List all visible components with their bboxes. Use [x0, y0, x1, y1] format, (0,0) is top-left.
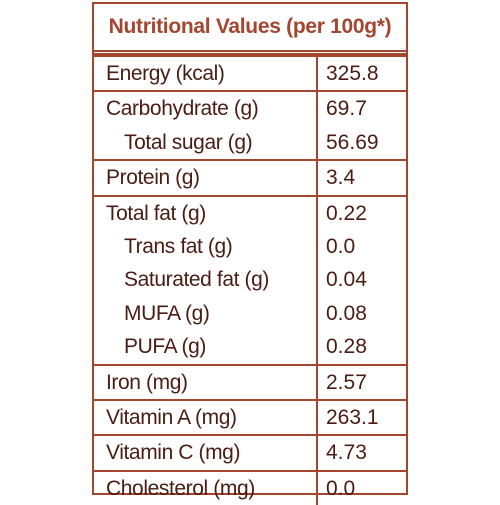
- row-group: Carbohydrate (g) 69.7 Total sugar (g) 56.69: [94, 90, 406, 160]
- table-row: PUFA (g) 0.28: [94, 330, 406, 364]
- nutrient-label: Energy (kcal): [94, 57, 318, 91]
- nutrient-label: Cholesterol (mg): [94, 471, 318, 505]
- nutrient-value: 263.1: [326, 405, 379, 429]
- row-group: Total fat (g) 0.22 Trans fat (g) 0.0 Saturat…: [94, 194, 406, 364]
- nutrient-label: Protein (g): [94, 161, 318, 195]
- row-group: Vitamin A (mg) 263.1: [94, 398, 406, 435]
- nutrient-value: 69.7: [326, 97, 367, 121]
- nutrient-label: Total fat (g): [94, 196, 318, 230]
- table-row: Carbohydrate (g) 69.7: [94, 92, 406, 126]
- nutrient-label: Vitamin C (mg): [94, 436, 318, 470]
- nutrient-label: Saturated fat (g): [94, 263, 318, 297]
- nutrient-value: 0.0: [326, 234, 356, 258]
- nutrient-label: Vitamin A (mg): [94, 400, 318, 435]
- table-row: Cholesterol (mg) 0.0: [94, 471, 406, 505]
- table-row: Saturated fat (g) 0.04: [94, 263, 406, 297]
- nutrient-value: 56.69: [326, 130, 379, 154]
- nutrient-value: 0.08: [326, 301, 367, 325]
- table-row: Vitamin C (mg) 4.73: [94, 436, 406, 470]
- row-group: Energy (kcal) 325.8: [94, 55, 406, 91]
- nutrient-value: 0.0: [326, 476, 356, 500]
- nutrition-table: Nutritional Values (per 100g*) Energy (k…: [92, 2, 408, 505]
- row-group: Iron (mg) 2.57: [94, 363, 406, 399]
- row-group: Cholesterol (mg) 0.0: [94, 469, 406, 505]
- nutrient-value: 3.4: [326, 166, 356, 190]
- table-row: Total sugar (g) 56.69: [94, 125, 406, 160]
- nutrient-label: Iron (mg): [94, 365, 318, 399]
- nutrient-value: 325.8: [326, 62, 379, 85]
- table-row: Total fat (g) 0.22: [94, 196, 406, 230]
- row-group: Protein (g) 3.4: [94, 159, 406, 195]
- table-row: Iron (mg) 2.57: [94, 365, 406, 399]
- table-row: Energy (kcal) 325.8: [94, 57, 406, 91]
- row-group: Vitamin C (mg) 4.73: [94, 434, 406, 470]
- table-title: Nutritional Values (per 100g*): [94, 4, 406, 55]
- nutrient-value: 0.04: [326, 268, 367, 292]
- table-row: Protein (g) 3.4: [94, 161, 406, 195]
- nutrient-label: Trans fat (g): [94, 229, 318, 264]
- nutrient-value: 4.73: [326, 441, 367, 465]
- table-row: Vitamin A (mg) 263.1: [94, 400, 406, 435]
- nutrient-label: PUFA (g): [94, 330, 318, 364]
- nutrient-value: 0.28: [326, 335, 367, 359]
- table-row: MUFA (g) 0.08: [94, 296, 406, 331]
- nutrient-label: MUFA (g): [94, 296, 318, 331]
- nutrient-label: Total sugar (g): [94, 125, 318, 160]
- table-row: Trans fat (g) 0.0: [94, 229, 406, 264]
- nutrient-value: 0.22: [326, 201, 367, 225]
- nutrient-label: Carbohydrate (g): [94, 92, 318, 126]
- nutrient-value: 2.57: [326, 370, 367, 394]
